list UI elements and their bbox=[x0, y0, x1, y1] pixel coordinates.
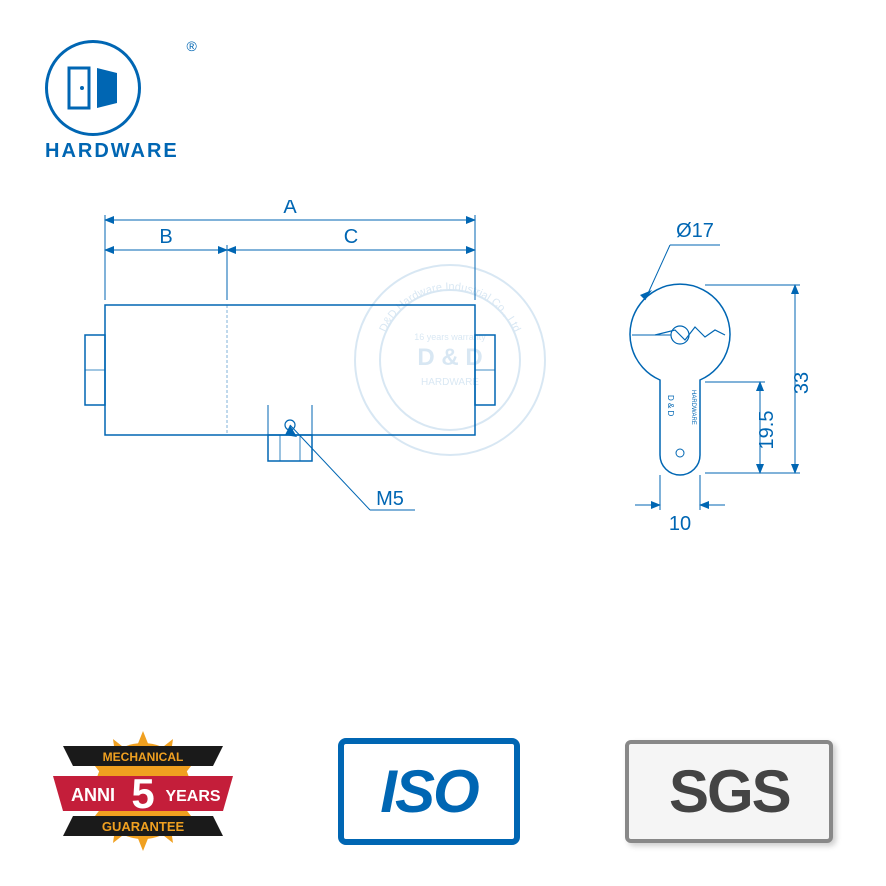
dim-diameter: Ø17 bbox=[676, 220, 714, 242]
dim-label-c: C bbox=[344, 226, 358, 248]
svg-text:D & D: D & D bbox=[666, 395, 675, 417]
svg-text:HARDWARE: HARDWARE bbox=[690, 390, 696, 425]
dim-label-b: B bbox=[159, 226, 172, 248]
brand-text: HARDWARE bbox=[45, 140, 179, 163]
iso-text: ISO bbox=[380, 757, 477, 826]
registered-mark: ® bbox=[186, 38, 196, 54]
side-view: A B C M5 bbox=[85, 200, 495, 510]
warranty-number: 5 bbox=[131, 770, 154, 817]
certification-badges: MECHANICAL ANNI 5 YEARS GUARANTEE ISO SG… bbox=[0, 726, 886, 856]
brand-logo: ® HARDWARE bbox=[45, 40, 179, 163]
warranty-right-text: YEARS bbox=[165, 788, 220, 805]
iso-badge: ISO bbox=[338, 738, 520, 845]
dim-33: 33 bbox=[791, 372, 813, 394]
warranty-top-text: MECHANICAL bbox=[102, 750, 183, 764]
door-icon bbox=[63, 63, 123, 113]
sgs-text: SGS bbox=[669, 757, 790, 826]
end-view: D & D HARDWARE Ø17 33 19.5 10 bbox=[580, 220, 813, 535]
warranty-bottom-text: GUARANTEE bbox=[101, 819, 184, 834]
warranty-left-text: ANNI bbox=[71, 785, 115, 805]
callout-m5: M5 bbox=[376, 488, 404, 510]
logo-circle bbox=[45, 40, 141, 136]
dim-19-5: 19.5 bbox=[756, 411, 778, 450]
sgs-badge: SGS bbox=[625, 740, 833, 843]
technical-drawing: A B C M5 D & D HARDWARE Ø17 bbox=[0, 200, 886, 600]
warranty-badge: MECHANICAL ANNI 5 YEARS GUARANTEE bbox=[53, 726, 233, 856]
dim-label-a: A bbox=[283, 200, 297, 218]
dim-10: 10 bbox=[669, 513, 691, 535]
